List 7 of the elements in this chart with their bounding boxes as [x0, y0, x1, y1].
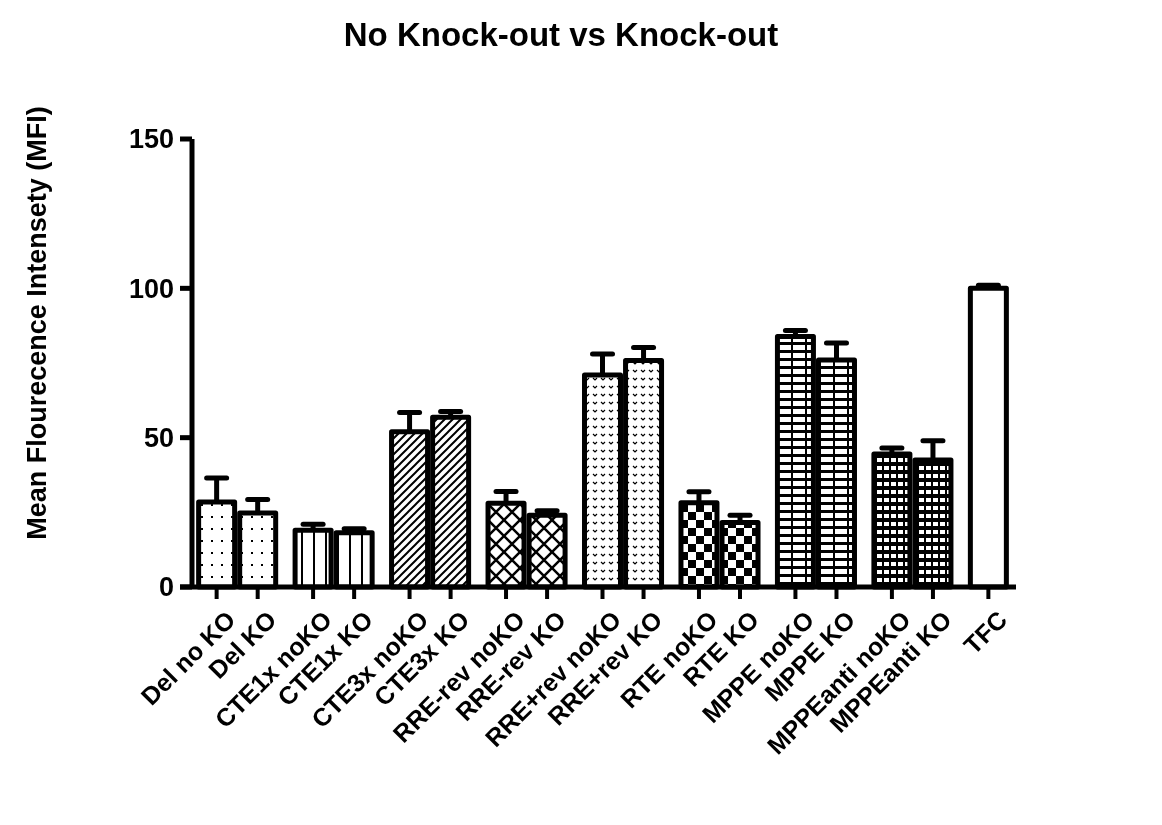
chart-title: No Knock-out vs Knock-out [343, 16, 779, 53]
y-tick-label: 150 [128, 124, 174, 155]
y-axis-title: Mean Flourecence Intensety (MFI) [22, 106, 52, 540]
y-tick-label: 50 [143, 423, 174, 454]
y-tick-label: 0 [158, 572, 174, 603]
y-tick-label: 100 [128, 273, 174, 304]
x-tick-label: TFC [958, 605, 1013, 660]
